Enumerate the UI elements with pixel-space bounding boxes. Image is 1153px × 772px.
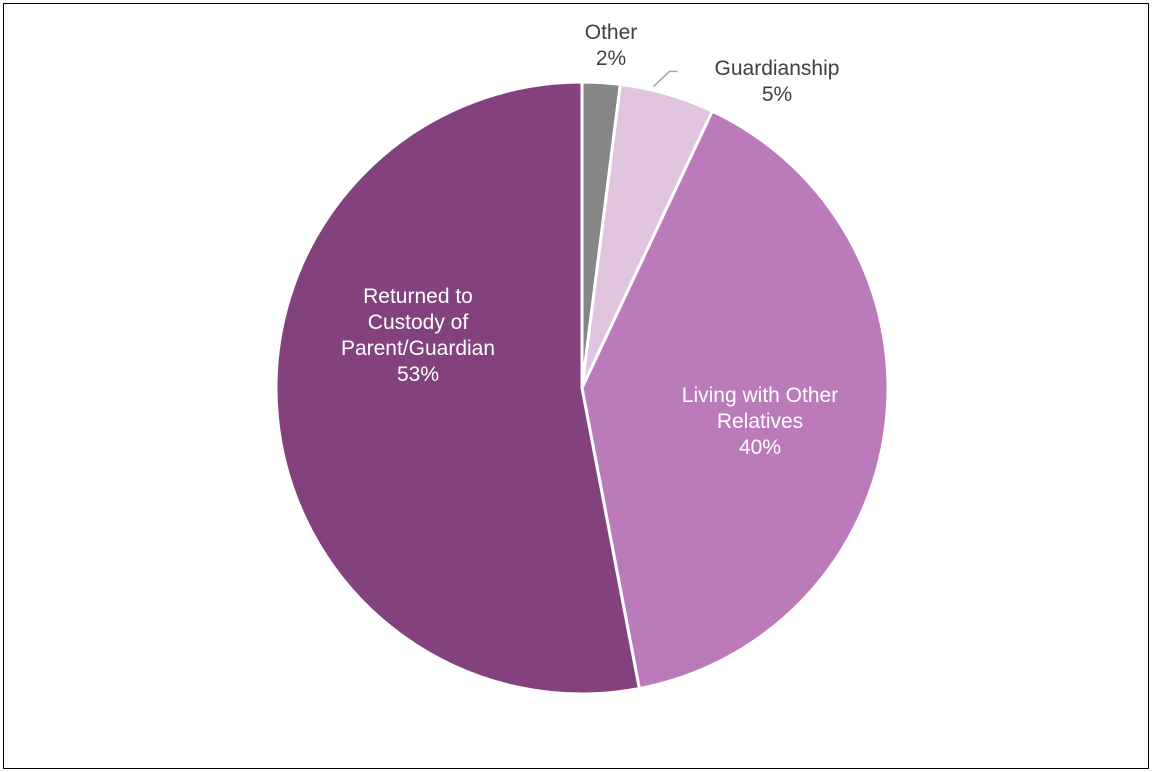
slice-label-line: Guardianship [715, 57, 840, 80]
slice-label-line: 40% [739, 436, 781, 459]
slice-label-line: Parent/Guardian [341, 337, 495, 360]
slice-label-line: Custody of [368, 311, 469, 334]
slice-label-line: 5% [762, 83, 792, 106]
slice-label-other: Other 2% [585, 21, 638, 70]
slice-label-line: Other [585, 21, 638, 44]
slice-label-returned-to-custody-of-parent-guardian: Returned to Custody of Parent/Guardian 53% [341, 285, 495, 386]
pie-slice-living-with-other-relatives [580, 109, 890, 691]
slice-label-line: 2% [596, 47, 626, 70]
leader-lines [652, 70, 678, 87]
pie-slices [274, 80, 890, 696]
slice-label-line: 53% [397, 363, 439, 386]
pie-slice-returned-to-custody-of-parent-guardian [274, 80, 642, 696]
slice-label-line: Relatives [717, 410, 803, 433]
leader-line-guardianship [652, 70, 678, 87]
slice-label-line: Living with Other [682, 384, 838, 407]
slice-label-guardianship: Guardianship 5% [715, 57, 840, 106]
slice-labels: Other 2% Guardianship 5% Living with Other Re… [341, 21, 840, 459]
slice-label-line: Returned to [363, 285, 473, 308]
slice-label-living-with-other-relatives: Living with Other Relatives 40% [682, 384, 838, 459]
